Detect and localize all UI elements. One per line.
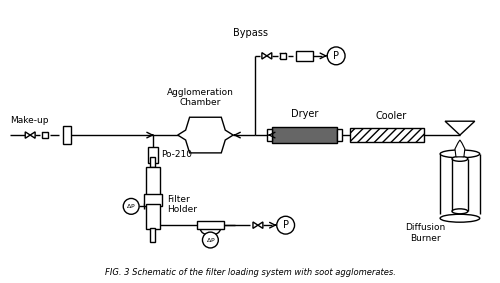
Ellipse shape	[452, 209, 468, 214]
Polygon shape	[455, 140, 465, 157]
Bar	[150, 157, 156, 167]
Text: Make-up: Make-up	[10, 116, 49, 125]
Ellipse shape	[440, 214, 480, 222]
Bar	[144, 194, 162, 206]
Bar	[146, 167, 160, 196]
Polygon shape	[267, 53, 272, 59]
Bar	[272, 127, 336, 143]
Bar	[148, 147, 158, 163]
Text: Agglomeration
Chamber: Agglomeration Chamber	[167, 88, 234, 107]
Text: Po-210: Po-210	[161, 150, 192, 159]
Bar	[268, 129, 272, 141]
Text: Diffusion
Burner: Diffusion Burner	[405, 223, 446, 243]
Bar	[196, 221, 224, 229]
Text: Cooler: Cooler	[376, 111, 407, 121]
Circle shape	[202, 232, 218, 248]
Text: $\Delta$P: $\Delta$P	[206, 235, 216, 244]
Text: P: P	[333, 51, 339, 61]
Bar	[63, 126, 71, 144]
Polygon shape	[253, 222, 258, 228]
Text: FIG. 3 Schematic of the filter loading system with soot agglomerates.: FIG. 3 Schematic of the filter loading s…	[104, 268, 396, 277]
Bar	[296, 51, 314, 61]
Text: Dryer: Dryer	[291, 109, 318, 119]
Bar	[146, 204, 160, 229]
Bar	[42, 132, 48, 138]
Text: P: P	[282, 220, 288, 230]
Circle shape	[327, 47, 345, 65]
Bar	[336, 129, 342, 141]
Circle shape	[124, 198, 139, 214]
Circle shape	[276, 216, 294, 234]
Bar	[350, 128, 424, 142]
Text: Bypass: Bypass	[232, 28, 268, 38]
Polygon shape	[25, 132, 30, 138]
Polygon shape	[262, 53, 267, 59]
Polygon shape	[178, 117, 233, 153]
Bar	[150, 228, 156, 242]
Text: $\Delta$P: $\Delta$P	[126, 202, 136, 210]
Ellipse shape	[440, 150, 480, 158]
Polygon shape	[445, 121, 475, 135]
Ellipse shape	[452, 156, 468, 161]
Text: Filter
Holder: Filter Holder	[167, 195, 197, 214]
Polygon shape	[30, 132, 35, 138]
Bar	[280, 53, 285, 59]
Polygon shape	[258, 222, 263, 228]
